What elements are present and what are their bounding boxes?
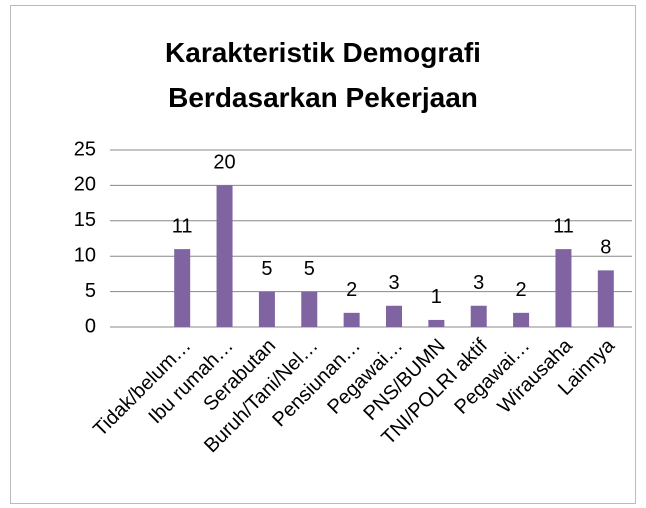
y-tick-label: 10 [74, 244, 96, 266]
data-label: 2 [516, 279, 527, 301]
data-label: 3 [473, 272, 484, 294]
bar [301, 291, 318, 327]
data-label: 3 [388, 272, 399, 294]
y-tick-label: 0 [85, 315, 96, 337]
data-label: 5 [261, 258, 272, 280]
bar [343, 312, 360, 327]
bar [597, 270, 614, 327]
data-label: 1 [431, 286, 442, 308]
bar [555, 249, 572, 327]
data-label: 8 [600, 237, 611, 259]
data-label: 11 [553, 215, 574, 237]
bar [386, 305, 402, 327]
bar [428, 319, 445, 327]
y-tick-label: 25 [74, 138, 96, 160]
chart-title: Karakteristik Demografi Berdasarkan Peke… [165, 37, 481, 113]
data-label: 2 [346, 279, 357, 301]
data-label: 20 [213, 152, 235, 174]
bar [470, 305, 487, 327]
y-tick-label: 20 [74, 174, 96, 196]
bar [513, 312, 530, 327]
chart-frame [10, 5, 636, 504]
y-tick-label: 15 [74, 209, 96, 231]
data-label: 11 [172, 215, 193, 237]
data-label: 5 [304, 258, 315, 280]
bar [174, 249, 191, 327]
y-tick-label: 5 [85, 280, 96, 302]
bar [258, 291, 275, 327]
bar [216, 185, 233, 327]
